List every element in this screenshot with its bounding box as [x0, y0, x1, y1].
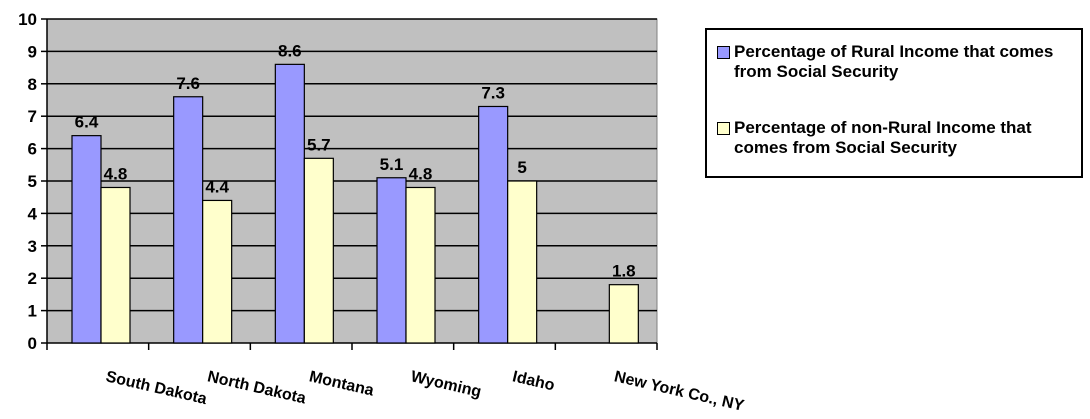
bar — [507, 180, 538, 344]
data-label: 5.1 — [380, 155, 404, 174]
data-label: 4.8 — [104, 164, 128, 183]
y-tick-label: 6 — [28, 140, 37, 159]
x-category-label: North Dakota — [206, 368, 308, 407]
y-tick-label: 4 — [28, 204, 38, 223]
y-tick-label: 9 — [28, 42, 37, 61]
data-label: 5 — [517, 158, 526, 177]
bar — [100, 186, 131, 344]
legend-label-non-rural: Percentage of non-Rural Income that come… — [734, 118, 1032, 157]
legend-item-rural: Percentage of Rural Income that comes fr… — [717, 42, 1079, 82]
bar — [376, 177, 407, 344]
bar — [405, 186, 436, 344]
legend-swatch-rural — [717, 46, 730, 59]
data-label: 7.6 — [176, 74, 200, 93]
y-tick-label: 8 — [28, 75, 37, 94]
data-label: 8.6 — [278, 41, 302, 60]
x-category-label: South Dakota — [104, 368, 208, 408]
legend-label-rural: Percentage of Rural Income that comes fr… — [734, 42, 1054, 81]
y-tick-label: 7 — [28, 107, 37, 126]
chart-legend: Percentage of Rural Income that comes fr… — [705, 28, 1083, 178]
bar — [303, 157, 334, 344]
bar — [202, 199, 233, 344]
data-label: 6.4 — [75, 113, 99, 132]
y-tick-label: 10 — [18, 10, 37, 29]
bar — [478, 105, 509, 344]
data-label: 5.7 — [307, 135, 331, 154]
bar — [71, 135, 102, 344]
bar — [608, 284, 639, 344]
bar — [173, 96, 204, 344]
x-category-label: Montana — [307, 368, 375, 399]
x-category-label: New York Co., NY — [612, 368, 746, 415]
data-label: 4.8 — [409, 164, 433, 183]
data-label: 4.4 — [205, 177, 229, 196]
y-tick-label: 5 — [28, 172, 37, 191]
y-tick-label: 0 — [28, 334, 37, 353]
bar — [274, 63, 305, 344]
data-label: 1.8 — [612, 262, 636, 281]
x-category-label: Idaho — [511, 368, 557, 394]
y-tick-label: 1 — [28, 302, 37, 321]
x-category-label: Wyoming — [409, 368, 483, 401]
data-label: 7.3 — [481, 83, 505, 102]
legend-swatch-non-rural — [717, 122, 730, 135]
legend-item-non-rural: Percentage of non-Rural Income that come… — [717, 118, 1079, 158]
y-tick-label: 3 — [28, 237, 37, 256]
y-tick-label: 2 — [28, 269, 37, 288]
